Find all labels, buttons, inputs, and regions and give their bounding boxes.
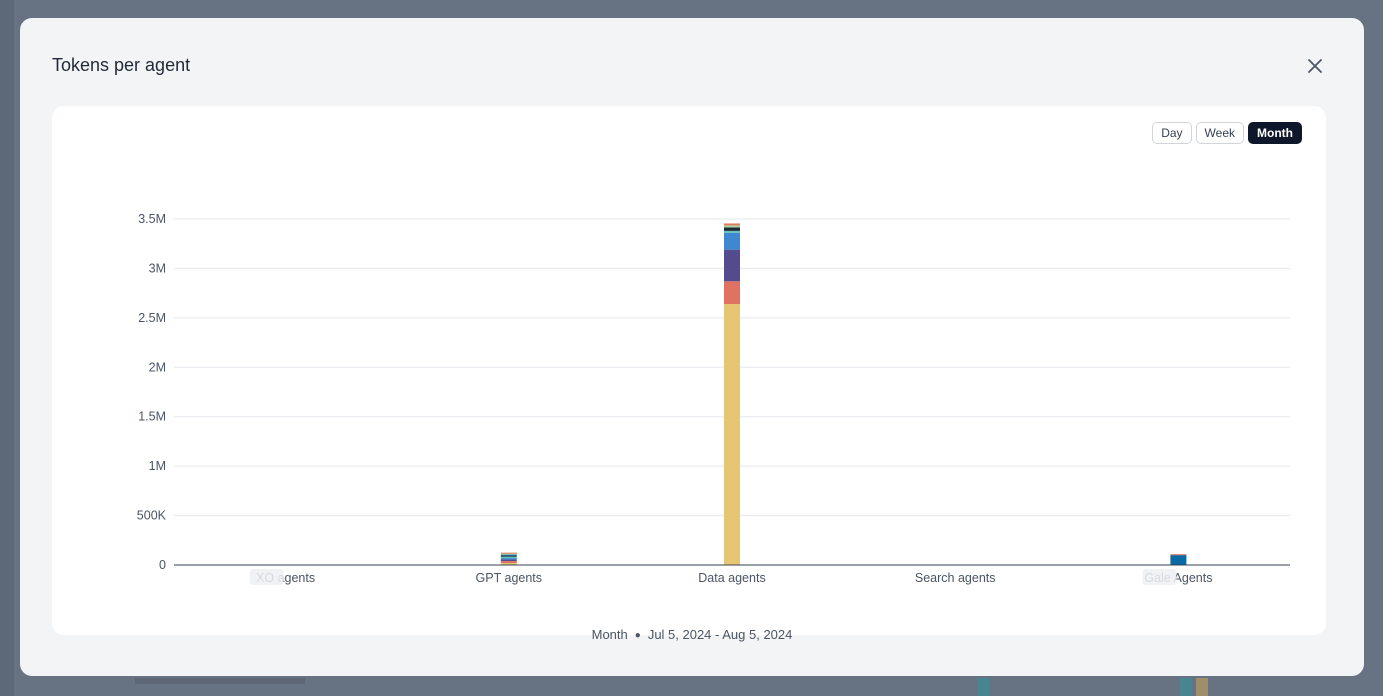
bar-segment (724, 249, 740, 282)
footer-date-range: Jul 5, 2024 - Aug 5, 2024 (647, 627, 793, 642)
bar-segment (500, 559, 517, 562)
bar-segment (1170, 555, 1187, 565)
bar-segment (724, 227, 740, 231)
separator-dot: ● (634, 630, 641, 641)
chart-footer: Month ● Jul 5, 2024 - Aug 5, 2024 (20, 627, 1364, 642)
y-tick-label: 0 (159, 558, 166, 572)
bar-segment (500, 563, 517, 565)
bar-segment (724, 232, 740, 250)
bar-segment (500, 555, 517, 557)
bar-segment (500, 553, 517, 555)
y-tick-label: 1.5M (138, 410, 166, 424)
redaction-blur (249, 569, 284, 585)
period-toggle-group: Day Week Month (1152, 122, 1302, 144)
week-toggle[interactable]: Week (1195, 122, 1245, 144)
backdrop-bar (1180, 678, 1192, 696)
bar-segment (500, 554, 517, 556)
backdrop-bar (1196, 678, 1208, 696)
x-category-label: Search agents (915, 571, 996, 585)
redaction-blur (1142, 569, 1177, 585)
bar-segment (724, 225, 740, 228)
backdrop-sidebar (0, 0, 14, 696)
footer-period: Month (591, 627, 628, 642)
y-tick-label: 3M (149, 261, 166, 275)
backdrop-text (135, 678, 305, 684)
month-toggle[interactable]: Month (1248, 122, 1302, 144)
y-tick-label: 500K (137, 509, 167, 523)
modal-title: Tokens per agent (52, 55, 191, 75)
close-button[interactable] (1303, 54, 1327, 78)
backdrop-bar (977, 678, 989, 696)
bar-segment (724, 230, 740, 233)
bar-segment (500, 558, 517, 560)
bar-segment (724, 281, 740, 305)
bar-segment (724, 223, 740, 226)
day-toggle[interactable]: Day (1152, 122, 1192, 144)
tokens-per-agent-modal: Tokens per agent Day Week Month 0 500K 1M 1… (20, 18, 1364, 676)
bar-segment (500, 552, 517, 554)
close-icon (1308, 59, 1322, 73)
x-category-label: Data agents (698, 571, 765, 585)
bar-segment (1170, 554, 1187, 556)
y-tick-label: 2.5M (138, 311, 166, 325)
y-tick-label: 1M (149, 459, 166, 473)
bar-segment (500, 556, 517, 559)
chart-card: Day Week Month 0 500K 1M 1.5M 2M 2.5M 3M 3.5M XO… (52, 106, 1326, 635)
y-tick-label: 3.5M (138, 212, 166, 226)
y-tick-label: 2M (149, 360, 166, 374)
bar-segment (500, 561, 517, 564)
bar-segment (724, 304, 740, 565)
x-category-label: GPT agents (476, 571, 542, 585)
